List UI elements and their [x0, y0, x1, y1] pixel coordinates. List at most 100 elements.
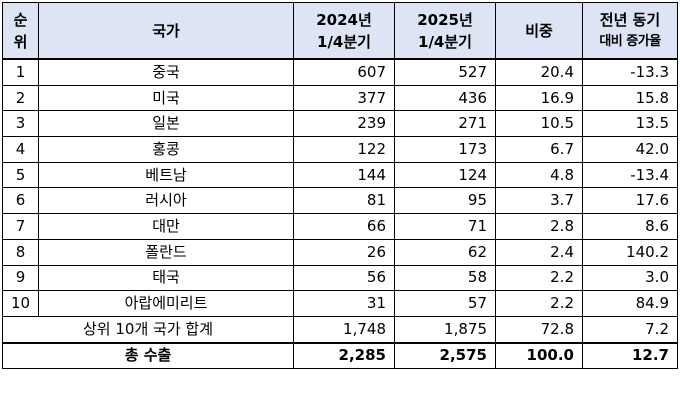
subtotal-v2025: 1,875 [394, 315, 496, 344]
growth-cell: -13.3 [582, 58, 678, 86]
table-body: 1 중국 607 527 20.4 -13.3 2 미국 377 436 16.9 15.8 3 일본 23… [2, 58, 678, 370]
share-cell: 4.8 [495, 161, 583, 189]
rank-cell: 2 [2, 84, 39, 112]
subtotal-growth: 7.2 [582, 315, 678, 344]
growth-cell: 15.8 [582, 84, 678, 112]
rank-header: 순 위 [2, 2, 39, 60]
rank-cell: 3 [2, 110, 39, 138]
header-row: 순 위 국가 2024년 1/4분기 2025년 1/4분기 비중 전년 동기 … [2, 2, 678, 60]
total-share: 100.0 [495, 341, 583, 370]
v2024-cell: 56 [293, 264, 395, 292]
v2024-cell: 239 [293, 110, 395, 138]
v2025-cell: 124 [394, 161, 496, 189]
v2025-cell: 62 [394, 238, 496, 266]
growth-header: 전년 동기 대비 증가율 [582, 2, 678, 60]
total-row: 총 수출 2,285 2,575 100.0 12.7 [2, 341, 678, 370]
v2025-cell: 173 [394, 136, 496, 163]
v2025-cell: 95 [394, 187, 496, 215]
table-row: 8 폴란드 26 62 2.4 140.2 [2, 238, 678, 266]
v2025-cell: 271 [394, 110, 496, 138]
growth-cell: 42.0 [582, 136, 678, 163]
v2024-cell: 607 [293, 58, 395, 86]
country-cell: 태국 [38, 264, 294, 292]
table-row: 2 미국 377 436 16.9 15.8 [2, 84, 678, 112]
country-cell: 일본 [38, 110, 294, 138]
v2024-cell: 377 [293, 84, 395, 112]
total-v2024: 2,285 [293, 341, 395, 370]
v2024-cell: 81 [293, 187, 395, 215]
growth-header-line1: 전년 동기 [599, 10, 661, 29]
v2024-cell: 26 [293, 238, 395, 266]
table-header: 순 위 국가 2024년 1/4분기 2025년 1/4분기 비중 전년 동기 … [2, 2, 678, 60]
total-growth: 12.7 [582, 341, 678, 370]
table-row: 9 태국 56 58 2.2 3.0 [2, 264, 678, 292]
table-row: 10 아랍에미리트 31 57 2.2 84.9 [2, 290, 678, 317]
country-cell: 아랍에미리트 [38, 290, 294, 317]
table-row: 5 베트남 144 124 4.8 -13.4 [2, 161, 678, 189]
q2024-header-line2: 1/4분기 [317, 32, 371, 51]
rank-cell: 1 [2, 58, 39, 86]
rank-cell: 4 [2, 136, 39, 163]
q2024-header-line1: 2024년 [316, 10, 372, 29]
country-cell: 폴란드 [38, 238, 294, 266]
country-cell: 중국 [38, 58, 294, 86]
q2024-header: 2024년 1/4분기 [293, 2, 395, 60]
v2024-cell: 122 [293, 136, 395, 163]
growth-cell: 3.0 [582, 264, 678, 292]
v2025-cell: 436 [394, 84, 496, 112]
share-cell: 2.8 [495, 213, 583, 240]
v2025-cell: 527 [394, 58, 496, 86]
growth-cell: -13.4 [582, 161, 678, 189]
share-cell: 10.5 [495, 110, 583, 138]
table-row: 7 대만 66 71 2.8 8.6 [2, 213, 678, 240]
total-label: 총 수출 [2, 341, 294, 370]
v2025-cell: 57 [394, 290, 496, 317]
country-cell: 대만 [38, 213, 294, 240]
total-v2025: 2,575 [394, 341, 496, 370]
share-cell: 3.7 [495, 187, 583, 215]
rank-cell: 10 [2, 290, 39, 317]
rank-cell: 9 [2, 264, 39, 292]
v2024-cell: 144 [293, 161, 395, 189]
v2024-cell: 31 [293, 290, 395, 317]
country-cell: 러시아 [38, 187, 294, 215]
growth-cell: 84.9 [582, 290, 678, 317]
table-row: 1 중국 607 527 20.4 -13.3 [2, 58, 678, 86]
v2025-cell: 58 [394, 264, 496, 292]
export-table: 순 위 국가 2024년 1/4분기 2025년 1/4분기 비중 전년 동기 … [2, 2, 678, 370]
growth-cell: 17.6 [582, 187, 678, 215]
share-cell: 6.7 [495, 136, 583, 163]
v2024-cell: 66 [293, 213, 395, 240]
growth-cell: 8.6 [582, 213, 678, 240]
rank-header-line1: 순 [13, 10, 28, 29]
rank-cell: 8 [2, 238, 39, 266]
table-row: 4 홍콩 122 173 6.7 42.0 [2, 136, 678, 163]
subtotal-share: 72.8 [495, 315, 583, 344]
q2025-header: 2025년 1/4분기 [394, 2, 496, 60]
share-header: 비중 [495, 2, 583, 60]
growth-cell: 13.5 [582, 110, 678, 138]
share-cell: 2.4 [495, 238, 583, 266]
subtotal-row: 상위 10개 국가 합계 1,748 1,875 72.8 7.2 [2, 315, 678, 344]
share-cell: 2.2 [495, 290, 583, 317]
table-row: 3 일본 239 271 10.5 13.5 [2, 110, 678, 138]
growth-cell: 140.2 [582, 238, 678, 266]
v2025-cell: 71 [394, 213, 496, 240]
subtotal-label: 상위 10개 국가 합계 [2, 315, 294, 344]
share-cell: 2.2 [495, 264, 583, 292]
table-row: 6 러시아 81 95 3.7 17.6 [2, 187, 678, 215]
rank-cell: 6 [2, 187, 39, 215]
rank-cell: 7 [2, 213, 39, 240]
rank-cell: 5 [2, 161, 39, 189]
q2025-header-line2: 1/4분기 [418, 32, 472, 51]
country-cell: 홍콩 [38, 136, 294, 163]
share-cell: 20.4 [495, 58, 583, 86]
country-header: 국가 [38, 2, 294, 60]
q2025-header-line1: 2025년 [417, 10, 473, 29]
subtotal-v2024: 1,748 [293, 315, 395, 344]
rank-header-line2: 위 [13, 32, 28, 51]
country-cell: 베트남 [38, 161, 294, 189]
growth-header-line2: 대비 증가율 [599, 33, 661, 49]
share-cell: 16.9 [495, 84, 583, 112]
country-cell: 미국 [38, 84, 294, 112]
